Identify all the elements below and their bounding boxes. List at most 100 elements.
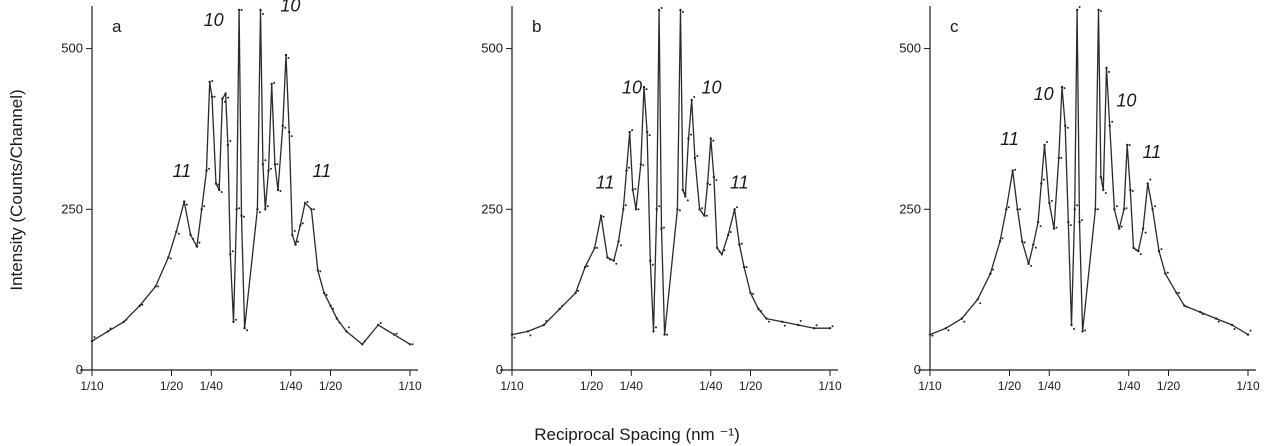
x-tick-label: 1/10 [1236, 379, 1260, 393]
data-point [262, 13, 264, 15]
data-point [1144, 231, 1147, 234]
panel-a: 0 250 500 1/10 1/20 1/40 1/40 1/20 1/10 a 11 10 10 11 [61, 0, 422, 393]
data-point [1063, 87, 1066, 90]
data-point [288, 130, 291, 134]
data-point [1084, 329, 1087, 332]
peak-label: 11 [172, 161, 191, 181]
x-axis-title: Reciprocal Spacing (nm ⁻¹) [534, 425, 740, 444]
data-point [1233, 328, 1236, 330]
data-point [1096, 208, 1099, 211]
data-point [125, 318, 128, 321]
data-point [989, 272, 992, 275]
data-point [214, 182, 218, 185]
data-point [976, 298, 979, 301]
data-point [1023, 241, 1026, 244]
data-point [634, 188, 637, 190]
data-point [90, 339, 94, 343]
data-point [1100, 10, 1102, 12]
data-point [195, 245, 199, 248]
data-point [648, 134, 651, 137]
data-point [709, 137, 712, 140]
data-point [660, 227, 663, 230]
data-point [639, 163, 642, 166]
data-point [93, 336, 96, 339]
data-point [963, 320, 966, 323]
x-tick-label: 1/20 [1157, 379, 1181, 393]
data-point [211, 80, 214, 82]
data-point [299, 224, 302, 227]
data-point [325, 293, 328, 296]
data-point [290, 135, 293, 138]
data-point [545, 320, 548, 322]
data-point [658, 205, 661, 208]
data-point [335, 317, 339, 320]
panel-b: 0 250 500 1/10 1/20 1/40 1/40 1/20 1/10 b 11 10 10 11 [481, 6, 842, 393]
x-tick-label: 1/20 [160, 379, 184, 393]
data-point [510, 333, 514, 336]
panel-label: b [532, 17, 541, 36]
data-point [727, 233, 730, 237]
data-point [715, 179, 718, 182]
data-point [696, 154, 699, 157]
data-point [1230, 323, 1234, 327]
y-tick-label: 500 [481, 41, 503, 56]
data-point [1050, 199, 1053, 202]
data-point [1073, 328, 1075, 330]
data-point [329, 304, 332, 307]
peak-label: 10 [702, 78, 722, 98]
data-point [561, 304, 564, 307]
data-point [1043, 143, 1046, 147]
data-point [408, 343, 412, 346]
data-point [718, 250, 721, 253]
data-point [210, 95, 214, 99]
data-point [738, 243, 741, 246]
data-point [663, 226, 665, 229]
data-point [198, 241, 201, 244]
data-point [303, 201, 307, 205]
data-point [1139, 253, 1142, 256]
data-point [797, 323, 800, 327]
peak-label: 11 [1142, 142, 1161, 162]
data-point [347, 326, 350, 329]
data-point [681, 188, 685, 192]
data-point [529, 334, 532, 337]
data-point [213, 95, 216, 98]
data-point [1131, 190, 1134, 192]
data-point [687, 137, 690, 140]
data-point [232, 320, 235, 323]
data-point [720, 253, 724, 256]
data-point [1073, 208, 1076, 211]
data-point [1102, 178, 1105, 181]
data-point [637, 208, 640, 211]
data-point [542, 323, 545, 327]
data-point [192, 238, 195, 240]
data-point [679, 8, 682, 12]
data-point [392, 333, 396, 336]
data-point [666, 333, 669, 336]
data-point [1115, 205, 1118, 208]
data-point [279, 190, 282, 192]
data-point [1113, 208, 1116, 211]
data-point [1069, 224, 1072, 227]
data-point [1007, 206, 1010, 209]
data-point [1064, 124, 1067, 127]
data-point [709, 183, 712, 186]
data-point [596, 246, 599, 249]
data-point [593, 246, 596, 250]
x-tick-label: 1/20 [739, 379, 763, 393]
data-point [1149, 178, 1152, 181]
data-point [1040, 182, 1043, 185]
data-point [1126, 143, 1129, 147]
data-point [1048, 201, 1051, 205]
data-point [642, 85, 646, 89]
x-tick-label: 1/10 [80, 379, 104, 393]
data-point [1135, 248, 1137, 251]
data-point [1099, 175, 1103, 179]
data-point [264, 208, 267, 211]
y-tick-label: 250 [61, 201, 83, 216]
peak-label: 10 [622, 78, 642, 98]
data-point [203, 205, 206, 208]
data-point [273, 163, 277, 166]
data-point [205, 169, 208, 172]
data-point [1185, 305, 1188, 308]
